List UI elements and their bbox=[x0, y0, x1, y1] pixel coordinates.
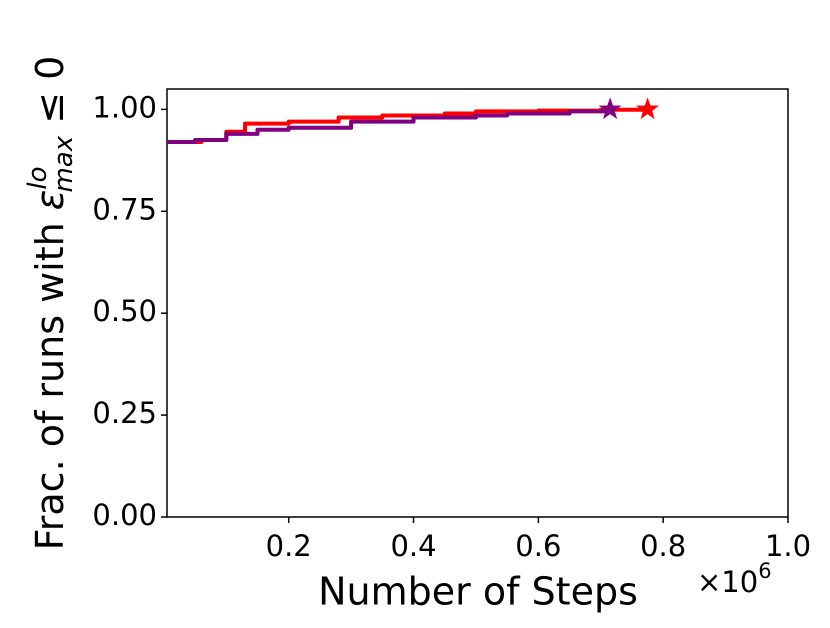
y-label-text: Frac. of runs with bbox=[28, 210, 72, 550]
end-marker bbox=[636, 97, 659, 120]
x-tick-label: 1.0 bbox=[765, 529, 811, 563]
y-tick-label: 0.50 bbox=[92, 294, 157, 328]
series-line bbox=[167, 109, 613, 144]
offset-base: ×10 bbox=[697, 565, 758, 599]
series-line bbox=[167, 107, 650, 144]
y-label-symbol: ε bbox=[28, 190, 72, 211]
plot-frame bbox=[166, 88, 789, 518]
x-tick-label: 0.8 bbox=[640, 529, 686, 563]
x-offset-label: ×106 bbox=[697, 559, 772, 599]
y-label-sup: lo bbox=[23, 167, 53, 190]
offset-exponent: 6 bbox=[758, 559, 771, 583]
x-tick-label: 0.4 bbox=[390, 529, 436, 563]
y-label-sub: max bbox=[49, 135, 79, 192]
y-tick-label: 0.25 bbox=[92, 396, 157, 430]
y-tick-label: 0.00 bbox=[92, 498, 157, 532]
y-label-suffix: ≤ 0 bbox=[28, 56, 72, 136]
y-tick-label: 0.75 bbox=[92, 192, 157, 226]
x-tick-label: 0.6 bbox=[515, 529, 561, 563]
x-tick-label: 0.2 bbox=[266, 529, 312, 563]
y-tick-label: 1.00 bbox=[92, 90, 157, 124]
y-axis-label: Frac. of runs with εlomax ≤ 0 bbox=[23, 56, 79, 551]
end-marker bbox=[598, 97, 622, 120]
x-axis-label: Number of Steps bbox=[318, 570, 638, 614]
